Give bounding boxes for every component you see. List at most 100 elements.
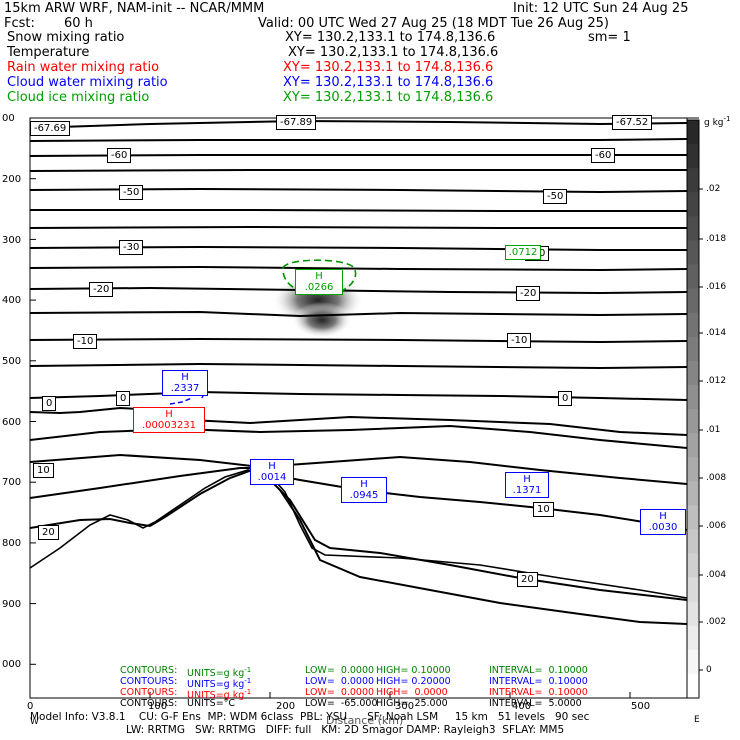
isotherm-label: 20 [38,525,59,540]
isotherm-label: 10 [533,502,554,517]
isotherm-line [30,154,687,157]
isotherm-label: -10 [73,334,98,349]
isotherm-line [30,138,687,142]
contour-info-field: LOW= 0.0000 [305,665,375,676]
y-tick-label: 400 [2,295,22,306]
y-tick-label: 600 [2,417,22,428]
isotherm-line [30,469,262,529]
x-tick-label: 0 [27,701,34,712]
maximum-letter: H [523,474,531,485]
forecast-hour: 60 h [64,16,93,31]
isotherm-label: 0 [42,396,57,411]
x-tick-label: 100 [148,701,168,712]
init-time: Init: 12 UTC Sun 24 Aug 25 [513,1,689,16]
isotherm-line [30,453,687,485]
colorbar-outline [686,119,700,699]
maximum-box: H .0945 [341,477,387,503]
maximum-box: H .1371 [505,472,549,498]
y-axis-ticks [30,117,36,665]
contour-info-units: UNITS=g kg-1 [187,666,252,680]
contour-info-units: UNITS=g kg-1 [187,677,252,691]
maximum-box: H .00003231 [133,407,205,433]
maximum-letter: H [315,271,323,282]
field-cloudice-name: Cloud ice mixing ratio [7,90,150,105]
colorbar-tick-label: .01 [706,425,721,435]
contour-info-field: INTERVAL= 0.10000 [489,687,588,698]
isotherm-line [30,424,687,449]
x-tick-label: 400 [512,701,532,712]
colorbar-tick-label: .006 [706,521,727,531]
isotherm-line [267,473,687,531]
cloud-ice-contour [282,259,357,296]
maximum-value: .0014 [257,472,287,483]
isotherm-line [30,310,687,318]
isotherm-label: -60 [107,148,132,163]
contour-info-field: LOW= -65.000 [305,698,378,709]
terrain-line [29,469,688,599]
x-tick-label: 300 [395,701,415,712]
field-temp-name: Temperature [7,45,90,60]
maximum-value: .0945 [349,490,379,501]
field-cloudwater-xy: XY= 130.2,133.1 to 174.8,136.6 [283,75,494,90]
model-info-line: Model Info: V3.8.1 CU: G-F Ens MP: WDM 6… [30,711,590,723]
x-tick-label: 200 [276,701,296,712]
colorbar-segment [687,505,699,530]
isotherm-line [269,479,687,601]
maximum-value: .2337 [170,383,200,394]
colorbar-segment [687,288,699,314]
contour-info-field: LOW= 0.0000 [305,687,375,698]
maximum-letter: H [181,372,189,383]
x-axis-title: Distance (km) [326,714,404,727]
isotherm-line [30,286,687,295]
isotherm-line [30,209,687,212]
model-title: 15km ARW WRF, NAM-init -- NCAR/MMM [4,1,265,16]
colorbar-tick-label: .014 [706,328,727,338]
contour-info-field: CONTOURS: [120,665,178,676]
contour-info-units: UNITS=g kg-1 [187,688,252,702]
isotherm-label: -67.89 [276,115,317,130]
maximum-box: H .2337 [162,370,208,396]
y-tick-label: 200 [2,174,22,185]
isotherm-line [30,169,687,172]
colorbar-segment [687,649,699,675]
isotherm-line [30,337,687,344]
isotherm-label: -20 [516,286,541,301]
contour-info-field: HIGH= 0.0000 [376,687,448,698]
colorbar-segment [687,312,699,338]
x-axis-ticks [29,692,631,698]
corner-west: W [30,717,39,727]
maximum-box: H .0030 [640,509,686,535]
colorbar-segment [687,192,699,217]
field-snow-xy: XY= 130.2,133.1 to 174.8,136.6 [285,30,496,45]
colorbar-segment [687,120,699,145]
colorbar-segment [687,481,699,506]
physics-info-line: LW: RRTMG SW: RRTMG DIFF: full KM: 2D Sm… [126,724,565,736]
isotherm-label: -50 [119,185,144,200]
contour-info-field: HIGH= 0.20000 [376,676,451,687]
isotherm-line [30,119,687,129]
isotherm-label: 20 [517,572,538,587]
maximum-letter: H [659,511,667,522]
maximum-value: .00003231 [141,420,197,431]
colorbar-segment [687,577,699,603]
colorbar-segment [687,168,699,193]
isotherm-label: -10 [507,333,532,348]
field-snow-name: Snow mixing ratio [7,30,125,45]
contour-info-field: HIGH= 0.10000 [376,665,451,676]
isotherm-label: -60 [591,148,616,163]
snow-shading-lower [292,302,352,338]
colorbar-tick-label: .016 [706,282,727,292]
colorbar-segment [687,216,699,241]
maximum-box: .0712 [505,245,541,260]
x-tick-label: 500 [631,701,651,712]
field-rain-name: Rain water mixing ratio [7,60,160,75]
y-tick-label: 700 [2,477,22,488]
maximum-value: .0030 [648,522,678,533]
colorbar-segment [687,384,699,410]
y-tick-label: 000 [2,659,22,670]
isotherm-label: -30 [119,240,144,255]
isotherm-label: 0 [558,391,573,406]
contour-info-field: INTERVAL= 0.10000 [489,676,588,687]
colorbar-segment [687,264,699,290]
contour-info-field: CONTOURS: [120,698,178,709]
